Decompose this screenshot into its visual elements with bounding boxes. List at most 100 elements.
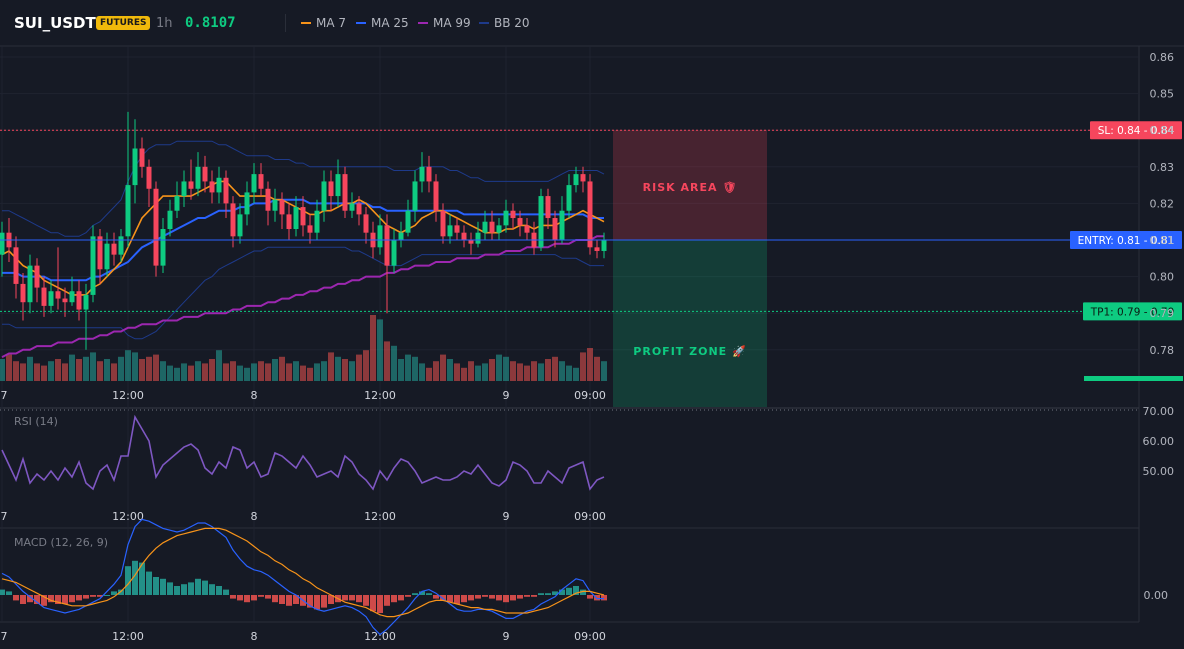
candle-body [454, 225, 460, 233]
candle-body [314, 210, 320, 233]
macd-histogram-bar [503, 595, 509, 603]
candle-body [566, 185, 572, 211]
candle-body [475, 232, 481, 244]
volume-bar [83, 356, 89, 381]
macd-time-tick-label: 12:00 [364, 630, 396, 643]
volume-bar [237, 365, 243, 381]
volume-bar [489, 359, 495, 381]
legend-ma25[interactable]: MA 25 [356, 16, 409, 30]
macd-histogram-bar [160, 578, 166, 595]
macd-histogram-bar [391, 595, 397, 603]
candle-body [41, 287, 47, 306]
macd-histogram-bar [55, 595, 61, 604]
candle-body [321, 181, 327, 211]
candle-body [97, 236, 103, 270]
candle-body [426, 166, 432, 182]
candle-body [503, 210, 509, 226]
candle-body [524, 225, 530, 233]
volume-bar [272, 359, 278, 381]
symbol-label[interactable]: SUI_USDT [14, 14, 96, 32]
legend-ma99[interactable]: MA 99 [418, 16, 471, 30]
candlesticks[interactable] [0, 111, 607, 350]
macd-histogram-bar [132, 560, 138, 595]
bb-upper-line [2, 140, 605, 237]
candle-body [55, 291, 61, 299]
timeframe-label[interactable]: 1h [156, 16, 173, 31]
candle-body [20, 283, 26, 303]
macd-histogram-bar [601, 595, 607, 601]
macd-histogram-bar [48, 595, 54, 603]
volume-bar [419, 363, 425, 381]
candle-body [468, 240, 474, 244]
legend-bb20[interactable]: BB 20 [479, 16, 530, 30]
candle-body [377, 225, 383, 248]
volume-bar [181, 363, 187, 381]
macd-time-tick-label: 7 [1, 630, 8, 643]
volume-bar [195, 361, 201, 381]
volume-bar [125, 350, 131, 381]
volume-bar [146, 356, 152, 381]
rsi-time-tick-label: 09:00 [574, 510, 606, 523]
rsi-title: RSI (14) [14, 415, 58, 428]
rsi-time-tick-label: 9 [503, 510, 510, 523]
rsi-time-tick-label: 8 [251, 510, 258, 523]
candle-body [447, 225, 453, 237]
macd-histogram-bar [370, 595, 376, 612]
macd-histogram-bar [531, 595, 537, 597]
macd-histogram-bar [580, 589, 586, 595]
legend-swatch-bb20 [479, 22, 489, 24]
macd-tick-label: 0.00 [1144, 589, 1169, 602]
macd-histogram-bar [573, 586, 579, 595]
macd-histogram-bar [223, 589, 229, 595]
volume-bar [482, 363, 488, 381]
macd-histogram-bar [349, 595, 355, 601]
macd-histogram-bar [41, 595, 47, 606]
rsi-line [1, 414, 605, 491]
candle-body [363, 214, 369, 233]
macd-histogram-bar [188, 582, 194, 595]
volume-bar [76, 359, 82, 381]
volume-bar [335, 356, 341, 381]
macd-histogram-bar [552, 591, 558, 595]
candle-body [48, 291, 54, 306]
volume-bar [6, 354, 12, 381]
volume-bar [300, 365, 306, 381]
volume-bar [48, 361, 54, 381]
candle-body [244, 192, 250, 215]
candle-body [230, 203, 236, 237]
legend-ma7[interactable]: MA 7 [301, 16, 346, 30]
trade-zones: RISK AREA 🛡 PROFIT ZONE 🚀 [613, 130, 767, 407]
chart-frame [0, 45, 1184, 623]
macd-histogram-bar [482, 595, 488, 597]
volume-bar [251, 363, 257, 381]
volume-bar [405, 354, 411, 381]
volume-bar [370, 315, 376, 381]
macd-histogram-bar [258, 595, 264, 597]
macd-histogram-bar [377, 595, 383, 613]
candle-body [419, 166, 425, 182]
candle-body [139, 148, 145, 167]
candle-body [601, 240, 607, 251]
volume-bar [258, 361, 264, 381]
volume-bar [398, 359, 404, 381]
macd-histogram-bar [272, 595, 278, 603]
macd-histogram-bar [209, 584, 215, 595]
macd-histogram-bar [97, 595, 103, 597]
candle-body [482, 221, 488, 233]
macd-histogram-bar [545, 593, 551, 595]
volume-bar [412, 356, 418, 381]
profit-zone-label: PROFIT ZONE 🚀 [633, 345, 746, 358]
volume-bar [475, 365, 481, 381]
candle-body [272, 199, 278, 211]
candle-body [580, 174, 586, 182]
axis-labels: 0.86 0.85 0.84 0.83 0.82 0.81 0.80 0.79 0.78 7 12:… [1, 51, 1175, 643]
volume-bar [510, 361, 516, 381]
macd-histogram-bar [69, 595, 75, 603]
macd-histogram-bar [461, 595, 467, 603]
candle-body [517, 218, 523, 226]
volume-bar [20, 363, 26, 381]
macd-histogram-bar [279, 595, 285, 604]
time-tick-label: 12:00 [364, 389, 396, 402]
volume-bar [314, 363, 320, 381]
